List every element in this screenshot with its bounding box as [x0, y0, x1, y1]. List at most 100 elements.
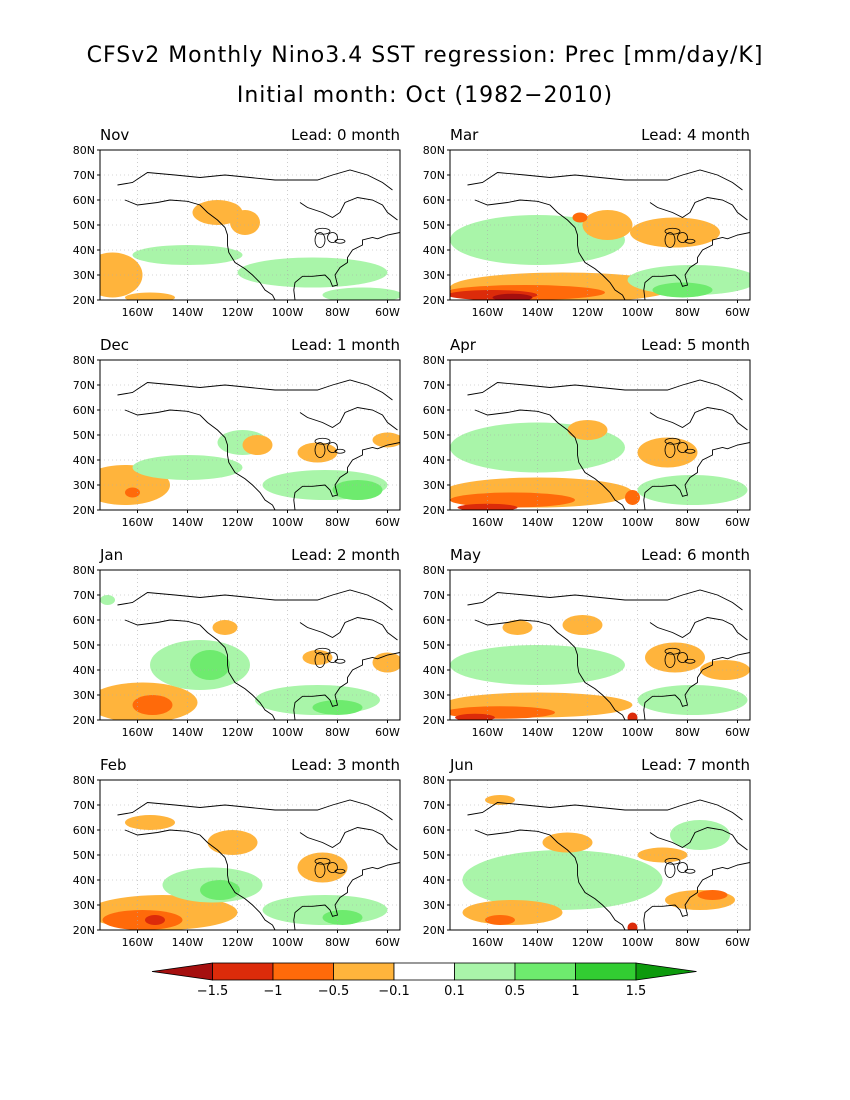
- coastline: [124, 409, 276, 510]
- shaded-region-d1: [637, 437, 698, 468]
- coastline: [474, 199, 626, 300]
- y-tick-label: 80N: [73, 354, 95, 367]
- x-tick-label: 140W: [172, 516, 204, 529]
- y-tick-label: 70N: [73, 379, 95, 392]
- shaded-region-d1: [100, 252, 143, 298]
- shaded-region-d2: [102, 910, 183, 930]
- panel-lead-label: Lead: 4 month: [641, 126, 750, 144]
- map-panel-jun: Jun Lead: 7 month 20N 30N 40N 50N 60N 70N 80N 160…: [423, 756, 751, 949]
- y-tick-label: 50N: [423, 429, 445, 442]
- y-tick-label: 40N: [73, 454, 95, 467]
- panel-lead-label: Lead: 7 month: [641, 756, 750, 774]
- x-tick-label: 60W: [375, 936, 400, 949]
- x-tick-label: 120W: [222, 726, 254, 739]
- map-panel-feb: Feb Lead: 3 month 20N 30N 40N 50N 60N 70N 80N 160…: [73, 756, 401, 949]
- y-tick-label: 60N: [73, 194, 95, 207]
- shaded-region-w2: [652, 282, 713, 298]
- coastline: [467, 799, 743, 821]
- coastline: [467, 169, 743, 191]
- shaded-region-d2: [132, 695, 173, 715]
- coastline: [649, 197, 748, 221]
- x-tick-label: 100W: [272, 516, 304, 529]
- coastline: [293, 232, 400, 300]
- lake-outline: [334, 658, 346, 664]
- x-tick-label: 120W: [572, 516, 604, 529]
- lake-outline: [334, 868, 346, 874]
- y-tick-label: 20N: [73, 294, 95, 307]
- lake-outline: [314, 227, 331, 235]
- panel-month-label: May: [450, 546, 481, 564]
- shaded-region-w2: [332, 480, 383, 500]
- y-tick-label: 20N: [423, 924, 445, 937]
- panel-lead-label: Lead: 0 month: [291, 126, 400, 144]
- x-tick-label: 120W: [572, 306, 604, 319]
- y-tick-label: 20N: [73, 504, 95, 517]
- panel-lead-label: Lead: 1 month: [291, 336, 400, 354]
- map-panel-may: May Lead: 6 month 20N 30N 40N 50N 60N 70N 80N 160…: [423, 546, 751, 739]
- lake-outline: [684, 238, 696, 244]
- y-tick-label: 60N: [423, 614, 445, 627]
- y-tick-label: 70N: [73, 589, 95, 602]
- x-tick-label: 60W: [375, 516, 400, 529]
- colorbar-level-label: 1: [571, 984, 579, 999]
- y-tick-label: 60N: [73, 824, 95, 837]
- x-tick-label: 120W: [572, 936, 604, 949]
- shaded-region-w1: [237, 257, 388, 288]
- x-tick-label: 60W: [725, 306, 750, 319]
- lake-outline: [314, 652, 326, 668]
- y-tick-label: 70N: [423, 379, 445, 392]
- coastline: [649, 617, 748, 641]
- panel-lead-label: Lead: 3 month: [291, 756, 400, 774]
- colorbar-level-label: 0.1: [444, 984, 465, 999]
- y-tick-label: 50N: [423, 639, 445, 652]
- shaded-region-d2: [625, 490, 640, 505]
- lake-outline: [664, 652, 676, 668]
- y-tick-label: 50N: [73, 849, 95, 862]
- y-tick-label: 70N: [73, 799, 95, 812]
- x-tick-label: 80W: [675, 936, 700, 949]
- lake-outline: [327, 652, 338, 663]
- x-tick-label: 80W: [325, 306, 350, 319]
- y-tick-label: 30N: [73, 899, 95, 912]
- lake-outline: [664, 857, 681, 865]
- shaded-region-d2: [572, 212, 588, 223]
- coastline: [299, 197, 398, 221]
- x-tick-label: 140W: [522, 516, 554, 529]
- shaded-region-d1: [582, 210, 633, 240]
- lake-outline: [664, 227, 681, 235]
- coastline: [474, 409, 626, 510]
- shaded-region-w2: [322, 910, 363, 925]
- y-tick-label: 30N: [73, 479, 95, 492]
- shaded-region-d3: [627, 712, 638, 720]
- colorbar-bin: [575, 962, 637, 981]
- coastline: [124, 199, 276, 300]
- y-tick-label: 80N: [423, 144, 445, 157]
- x-tick-label: 100W: [622, 516, 654, 529]
- x-tick-label: 140W: [172, 306, 204, 319]
- coastline: [467, 589, 743, 611]
- x-tick-label: 140W: [522, 306, 554, 319]
- map-panel-nov: Nov Lead: 0 month 20N 30N 40N 50N 60N 70N 80N 160…: [73, 126, 401, 319]
- y-tick-label: 60N: [73, 614, 95, 627]
- shaded-region-d1: [212, 620, 238, 635]
- panel-grid: Nov Lead: 0 month 20N 30N 40N 50N 60N 70N 80N 160…: [73, 126, 751, 949]
- shaded-region-d1: [125, 292, 175, 300]
- lake-outline: [684, 448, 696, 454]
- lake-outline: [314, 437, 331, 445]
- shaded-region-w1: [450, 215, 625, 265]
- lake-outline: [314, 862, 326, 878]
- y-tick-label: 50N: [73, 429, 95, 442]
- coastline: [299, 617, 398, 641]
- x-tick-label: 80W: [325, 726, 350, 739]
- coastline: [649, 827, 748, 851]
- coastline: [117, 169, 393, 191]
- x-tick-label: 160W: [472, 936, 504, 949]
- lake-outline: [327, 232, 338, 243]
- colorbar-bin: [393, 962, 455, 981]
- lake-outline: [664, 647, 681, 655]
- shaded-region-w1: [322, 287, 400, 300]
- x-tick-label: 80W: [675, 726, 700, 739]
- x-tick-label: 80W: [675, 516, 700, 529]
- figure-subtitle: Initial month: Oct (1982−2010): [237, 83, 613, 108]
